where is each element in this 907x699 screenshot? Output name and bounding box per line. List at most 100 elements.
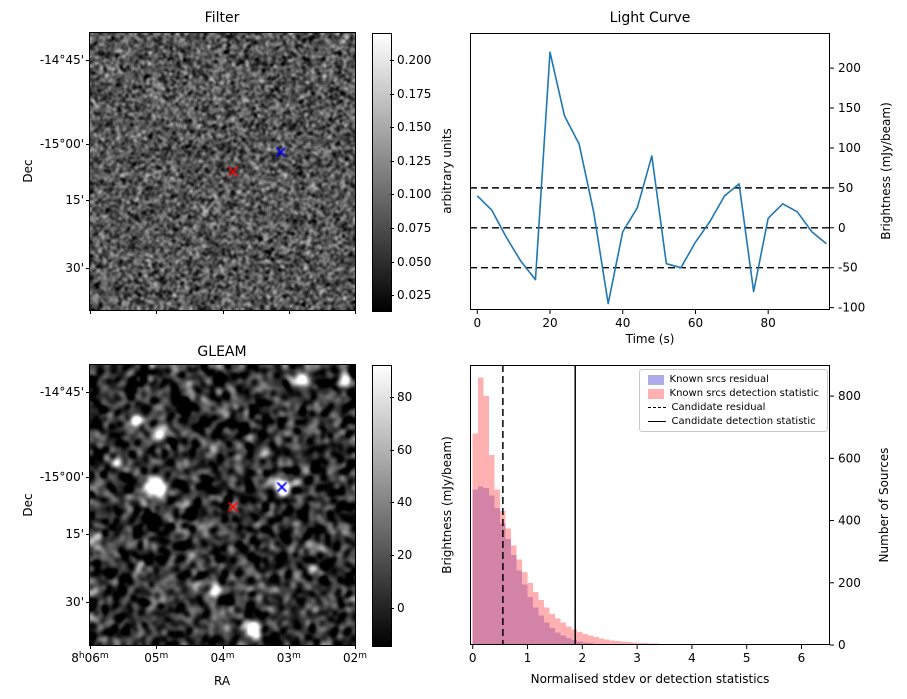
colorbar-tick-label: 20 bbox=[397, 548, 413, 563]
ra-tick-label: 8h06m bbox=[71, 651, 109, 665]
colorbar-tick-label: 60 bbox=[397, 442, 413, 457]
x-tick-label: 2 bbox=[579, 651, 587, 665]
hist-bar-series1 bbox=[609, 640, 616, 645]
tick-mark bbox=[390, 450, 394, 451]
tick-mark bbox=[390, 127, 394, 128]
hist-bar-series1 bbox=[582, 634, 588, 645]
dec-tick-label: 30' bbox=[65, 260, 84, 275]
hist-bar-series0 bbox=[565, 638, 572, 645]
hist-bar-series0 bbox=[516, 570, 523, 645]
hist-bar-series1 bbox=[533, 592, 539, 645]
dec-tick-label: -14°45' bbox=[39, 385, 84, 400]
hist-bar-series1 bbox=[637, 642, 643, 645]
dec-tick-label: 15' bbox=[65, 193, 84, 208]
x-tick-label: 6 bbox=[798, 651, 806, 665]
hist-bar-series1 bbox=[554, 618, 561, 645]
filter-ylabel: Dec bbox=[21, 159, 35, 183]
y-tick-label: 50 bbox=[838, 181, 853, 195]
colorbar-tick-label: 80 bbox=[397, 389, 413, 404]
hist-bar-series1 bbox=[576, 631, 583, 645]
hist-bar-series1 bbox=[516, 559, 523, 645]
tick-mark bbox=[289, 310, 290, 314]
tick-mark bbox=[390, 94, 394, 95]
hist-bar-series0 bbox=[489, 495, 495, 645]
tick-mark bbox=[390, 262, 394, 263]
tick-mark bbox=[90, 310, 91, 314]
tick-mark bbox=[390, 397, 394, 398]
hist-bar-series1 bbox=[511, 545, 517, 645]
legend-line-swatch bbox=[647, 407, 666, 408]
y-tick-label: 400 bbox=[838, 514, 861, 528]
tick-mark bbox=[289, 645, 290, 649]
filter-title: Filter bbox=[204, 10, 240, 26]
tick-mark bbox=[156, 310, 157, 314]
legend-item: Candidate residual bbox=[647, 402, 819, 413]
tick-mark bbox=[86, 60, 90, 61]
colorbar-tick-label: 0.175 bbox=[397, 86, 432, 101]
legend-label: Candidate residual bbox=[671, 402, 766, 413]
hist-bar-series0 bbox=[582, 642, 588, 645]
legend-patch-swatch bbox=[647, 374, 664, 385]
y-tick-label: 150 bbox=[838, 101, 861, 115]
x-tick-label: 3 bbox=[633, 651, 641, 665]
legend-label: Candidate detection statistic bbox=[671, 416, 816, 427]
gleam-colorbar bbox=[372, 365, 392, 647]
histogram-xlabel: Normalised stdev or detection statistics bbox=[530, 672, 770, 686]
x-tick-label: 60 bbox=[688, 316, 703, 330]
legend-label: Known srcs residual bbox=[669, 374, 769, 385]
x-tick-label: 5 bbox=[743, 651, 751, 665]
x-tick-label: 20 bbox=[542, 316, 557, 330]
hist-bar-series1 bbox=[522, 571, 528, 645]
tick-mark bbox=[390, 608, 394, 609]
hist-bar-series1 bbox=[505, 528, 512, 645]
ra-tick-label: 03m bbox=[276, 651, 301, 665]
gleam-title: GLEAM bbox=[197, 344, 247, 360]
tick-mark bbox=[86, 392, 90, 393]
tick-mark bbox=[390, 194, 394, 195]
hist-bar-series0 bbox=[500, 523, 506, 645]
hist-bar-series1 bbox=[565, 626, 572, 645]
hist-bar-series1 bbox=[615, 640, 621, 645]
hist-bar-series1 bbox=[560, 622, 566, 645]
tick-mark bbox=[355, 645, 356, 649]
filter-colorbar bbox=[372, 33, 392, 312]
tick-mark bbox=[86, 534, 90, 535]
x-tick-label: 0 bbox=[469, 651, 477, 665]
hist-bar-series1 bbox=[571, 629, 577, 645]
hist-bar-series0 bbox=[511, 554, 517, 645]
hist-bar-series0 bbox=[478, 486, 484, 645]
y-tick-label: -100 bbox=[838, 301, 865, 315]
hist-bar-series0 bbox=[571, 640, 577, 645]
hist-bar-series1 bbox=[478, 377, 484, 645]
y-tick-label: 800 bbox=[838, 389, 861, 403]
hist-bar-series1 bbox=[549, 613, 555, 645]
tick-mark bbox=[86, 268, 90, 269]
legend-patch-swatch bbox=[647, 388, 664, 399]
tick-mark bbox=[223, 645, 224, 649]
x-tick-label: 40 bbox=[615, 316, 630, 330]
gleam-ylabel: Dec bbox=[21, 493, 35, 517]
colorbar-tick-label: 0.125 bbox=[397, 153, 432, 168]
colorbar-tick-label: 0.025 bbox=[397, 288, 432, 303]
dec-tick-label: -15°00' bbox=[39, 137, 84, 152]
hist-bar-series0 bbox=[505, 539, 512, 645]
hist-bar-series1 bbox=[494, 489, 501, 645]
y-tick-label: 100 bbox=[838, 141, 861, 155]
gleam-xlabel: RA bbox=[213, 674, 231, 688]
hist-bar-series1 bbox=[604, 639, 610, 645]
tick-mark bbox=[390, 502, 394, 503]
dec-tick-label: -15°00' bbox=[39, 470, 84, 485]
hist-bar-series0 bbox=[560, 635, 566, 645]
dec-tick-label: 15' bbox=[65, 526, 84, 541]
hist-bar-series1 bbox=[472, 433, 479, 645]
axes-frame bbox=[470, 365, 830, 645]
filter-heatmap-image bbox=[90, 33, 355, 310]
y-tick-label: 0 bbox=[838, 221, 846, 235]
y-tick-label: 200 bbox=[838, 576, 861, 590]
light-curve-xlabel: Time (s) bbox=[625, 332, 675, 346]
tick-mark bbox=[223, 310, 224, 314]
hist-bar-series0 bbox=[533, 607, 539, 645]
ra-tick-label: 02m bbox=[342, 651, 368, 665]
tick-mark bbox=[390, 161, 394, 162]
